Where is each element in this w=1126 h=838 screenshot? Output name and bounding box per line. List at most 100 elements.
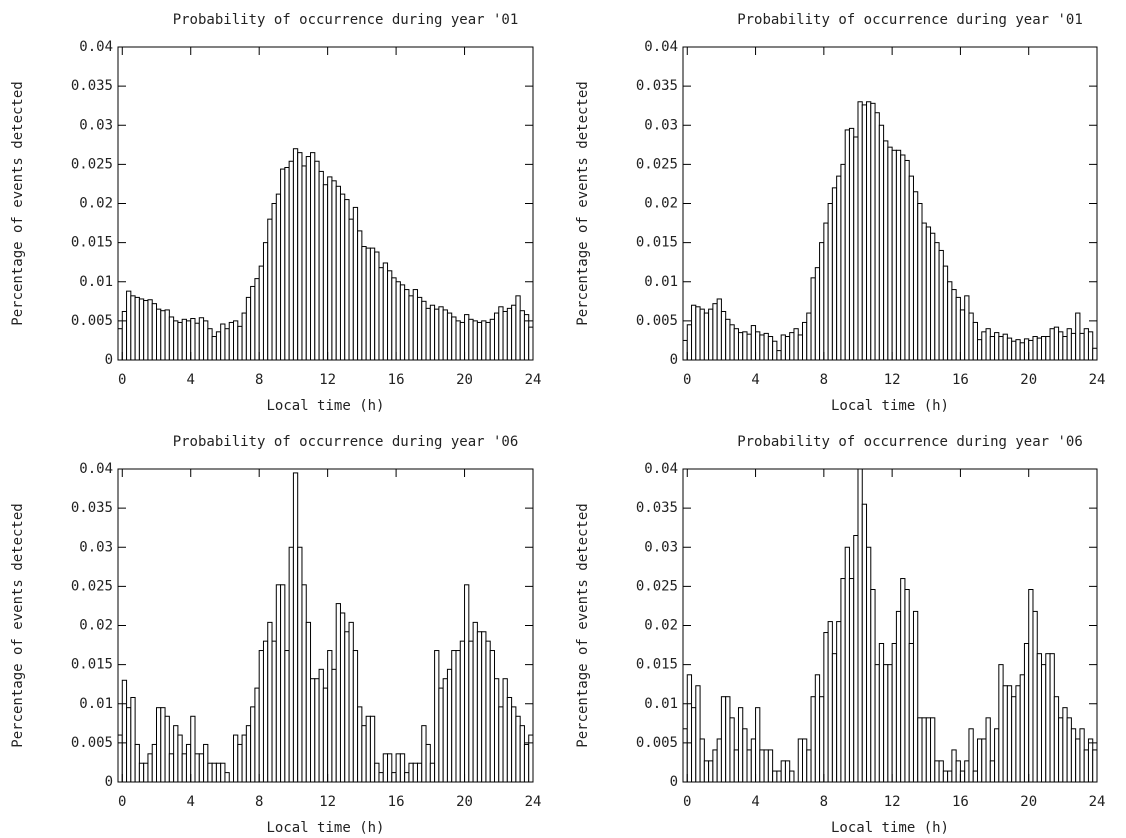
bar bbox=[848, 127, 855, 361]
y-tick-label: 0 bbox=[105, 352, 113, 368]
bar bbox=[348, 621, 354, 783]
bar bbox=[772, 340, 778, 361]
y-tick-label: 0.02 bbox=[644, 618, 678, 634]
bar bbox=[917, 203, 923, 361]
bar bbox=[972, 321, 978, 361]
bar bbox=[310, 152, 316, 361]
bar bbox=[164, 309, 170, 361]
x-tick-label: 4 bbox=[187, 794, 195, 810]
bar bbox=[233, 320, 239, 361]
x-tick-label: 16 bbox=[952, 794, 969, 810]
bar bbox=[215, 331, 222, 361]
y-tick-label: 0.02 bbox=[79, 618, 113, 634]
bar bbox=[408, 762, 414, 783]
bar bbox=[827, 621, 833, 783]
bar bbox=[429, 762, 436, 783]
x-tick-label: 0 bbox=[683, 372, 691, 388]
y-tick-label: 0.035 bbox=[71, 500, 113, 516]
bar bbox=[498, 706, 504, 783]
bar bbox=[802, 738, 808, 783]
bar bbox=[190, 318, 196, 361]
x-tick-label: 8 bbox=[255, 372, 263, 388]
bar bbox=[1070, 332, 1077, 361]
bar bbox=[998, 664, 1004, 783]
bar bbox=[305, 156, 312, 361]
bar bbox=[143, 300, 149, 361]
bar bbox=[1036, 337, 1043, 361]
x-tick-label: 24 bbox=[1089, 372, 1106, 388]
bar bbox=[245, 296, 252, 361]
bar bbox=[1028, 589, 1034, 783]
bar bbox=[194, 322, 200, 361]
bar bbox=[703, 312, 710, 361]
bar bbox=[305, 621, 312, 783]
bar bbox=[857, 101, 863, 361]
x-tick-label: 16 bbox=[952, 372, 969, 388]
bar bbox=[395, 281, 401, 361]
x-tick-label: 4 bbox=[751, 372, 759, 388]
bar bbox=[254, 687, 260, 783]
bar bbox=[322, 687, 329, 783]
bar bbox=[395, 753, 401, 783]
panel: 0 0.005 0.01 0.015 0.02 0.025 0.03 0.035 0.04 0 4 8… bbox=[575, 434, 1105, 836]
bar bbox=[780, 760, 786, 783]
y-tick-label: 0.035 bbox=[636, 500, 678, 516]
bar bbox=[528, 326, 534, 361]
bar bbox=[776, 350, 782, 361]
x-axis-label: Local time (h) bbox=[266, 820, 384, 836]
bar bbox=[250, 706, 256, 783]
bar bbox=[784, 760, 791, 783]
bar bbox=[322, 184, 329, 361]
bar bbox=[288, 546, 294, 783]
bar bbox=[912, 610, 919, 783]
y-tick-label: 0.005 bbox=[71, 735, 113, 751]
bar bbox=[883, 664, 889, 783]
bar bbox=[245, 725, 252, 783]
bar bbox=[750, 325, 757, 361]
bar bbox=[682, 728, 688, 783]
bar bbox=[789, 770, 795, 783]
bar bbox=[921, 717, 927, 783]
bar bbox=[511, 304, 517, 361]
bar bbox=[819, 242, 825, 361]
bar bbox=[1041, 664, 1047, 783]
bar bbox=[339, 193, 346, 361]
bar bbox=[126, 290, 132, 361]
bar bbox=[267, 218, 273, 361]
bar bbox=[720, 310, 727, 361]
bar bbox=[1015, 685, 1021, 783]
x-tick-label: 16 bbox=[388, 794, 405, 810]
x-tick-label: 0 bbox=[683, 794, 691, 810]
bar bbox=[284, 167, 290, 361]
bar bbox=[947, 770, 953, 783]
bar bbox=[1087, 738, 1094, 783]
bar bbox=[117, 734, 123, 783]
bar bbox=[224, 772, 230, 783]
bar bbox=[160, 310, 166, 361]
bar bbox=[716, 298, 722, 361]
bar bbox=[1011, 340, 1017, 361]
bar bbox=[168, 316, 175, 361]
bar bbox=[207, 328, 213, 361]
bar bbox=[138, 298, 145, 361]
bar bbox=[895, 610, 902, 783]
bar bbox=[981, 331, 987, 361]
bar bbox=[519, 310, 525, 361]
bar bbox=[1092, 347, 1098, 361]
bar bbox=[712, 303, 718, 361]
bar bbox=[455, 320, 461, 361]
bar bbox=[378, 772, 384, 783]
bar bbox=[442, 309, 448, 361]
x-tick-label: 8 bbox=[255, 794, 263, 810]
y-axis-label: Percentage of events detected bbox=[10, 81, 26, 325]
bar bbox=[258, 265, 264, 361]
y-tick-label: 0.015 bbox=[71, 657, 113, 673]
bar bbox=[1066, 717, 1072, 783]
x-tick-label: 0 bbox=[118, 372, 126, 388]
bar bbox=[994, 332, 1000, 361]
bar bbox=[408, 295, 414, 361]
bar bbox=[1023, 642, 1030, 783]
bar bbox=[498, 306, 504, 361]
bar bbox=[254, 278, 260, 361]
bar bbox=[365, 715, 371, 783]
